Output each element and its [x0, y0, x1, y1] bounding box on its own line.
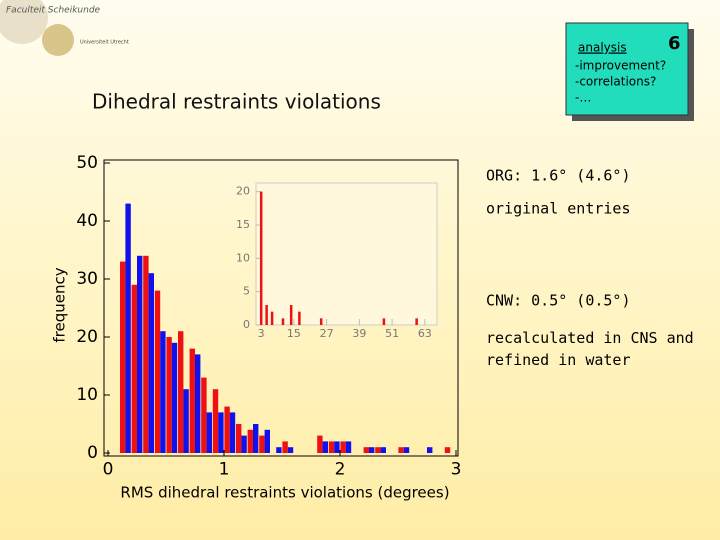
bar [143, 255, 149, 453]
y-tick-label: 10 [76, 385, 98, 405]
bar [178, 331, 184, 453]
y-tick-label: 40 [76, 211, 98, 231]
y-tick-label: 20 [236, 185, 250, 198]
bar [183, 389, 189, 453]
x-tick-label: 1 [219, 460, 230, 480]
bar [125, 203, 131, 453]
note: recalculated in CNS and refined in water [486, 329, 694, 369]
bar [259, 191, 263, 325]
bar [171, 342, 178, 453]
logo-text: Faculteit Scheikunde [6, 6, 101, 16]
y-tick-label: 15 [236, 218, 250, 231]
bar [259, 435, 265, 453]
bar [317, 435, 323, 453]
bar [166, 337, 172, 453]
y-tick-label: 30 [76, 269, 98, 289]
y-tick-label: 0 [87, 443, 98, 463]
bar [322, 441, 328, 453]
bar [154, 290, 161, 453]
bar [206, 412, 212, 453]
bar [253, 424, 259, 453]
bar [224, 406, 230, 453]
bar [212, 389, 219, 453]
note-box [565, 22, 689, 116]
x-axis-label: RMS dihedral restraints violations (degr… [120, 484, 449, 502]
bar [229, 412, 236, 453]
x-tick-label: 3 [258, 327, 265, 340]
bar [444, 447, 451, 453]
bar [201, 377, 207, 453]
bar [403, 447, 410, 453]
x-tick-label: 3 [451, 460, 462, 480]
x-tick-label: 63 [418, 327, 432, 340]
bar [427, 447, 433, 453]
bar [189, 348, 195, 453]
y-tick-label: 10 [236, 251, 250, 264]
bar [415, 318, 418, 325]
x-tick-label: 51 [385, 327, 399, 340]
bar [281, 318, 285, 325]
box-line: -correlations? [575, 75, 656, 89]
bar [319, 318, 323, 325]
slide-title: Dihedral restraints violations [92, 90, 381, 114]
x-tick-label: 0 [103, 460, 114, 480]
bar [340, 441, 346, 453]
note: original entries [486, 200, 631, 218]
y-axis-label: frequency [51, 267, 69, 342]
logo-text: Universiteit Utrecht [80, 40, 129, 46]
bar [264, 429, 270, 453]
bar [282, 441, 288, 453]
x-tick-label: 2 [335, 460, 346, 480]
note: ORG: 1.6° (4.6°) [486, 167, 631, 185]
bar [236, 424, 242, 453]
bar [265, 305, 268, 325]
bar [195, 354, 201, 453]
bar [375, 447, 381, 453]
bar [328, 441, 335, 453]
bar [289, 305, 293, 325]
y-tick-label: 0 [243, 318, 250, 331]
y-tick-label: 20 [76, 327, 98, 347]
plot-frame [103, 159, 459, 457]
bar [334, 441, 340, 453]
x-tick-label: 15 [287, 327, 301, 340]
bar [160, 331, 166, 453]
bar [363, 447, 369, 453]
bar [276, 447, 282, 453]
bar [380, 447, 386, 453]
y-tick-label: 5 [243, 285, 250, 298]
bar [398, 447, 404, 453]
bar [218, 412, 224, 453]
box-line: -… [575, 91, 591, 105]
bar [345, 441, 352, 453]
x-tick-label: 27 [320, 327, 334, 340]
y-tick-label: 50 [76, 153, 98, 173]
bar [298, 311, 301, 325]
bar [131, 284, 137, 453]
logo-circle [0, 0, 48, 44]
bar [241, 435, 247, 453]
note: CNW: 0.5° (0.5°) [486, 292, 631, 310]
x-tick-label: 39 [352, 327, 366, 340]
bar [369, 447, 375, 453]
box-number: 6 [668, 33, 681, 54]
bar [270, 311, 274, 325]
plot-frame [255, 182, 438, 326]
box-line: -improvement? [575, 59, 666, 73]
bar [148, 273, 154, 453]
bar [120, 261, 126, 453]
logo-seal [42, 24, 74, 56]
box-heading: analysis [578, 41, 627, 55]
bar [287, 447, 294, 453]
bar [382, 318, 386, 325]
bar [247, 429, 253, 453]
bar [137, 255, 143, 453]
